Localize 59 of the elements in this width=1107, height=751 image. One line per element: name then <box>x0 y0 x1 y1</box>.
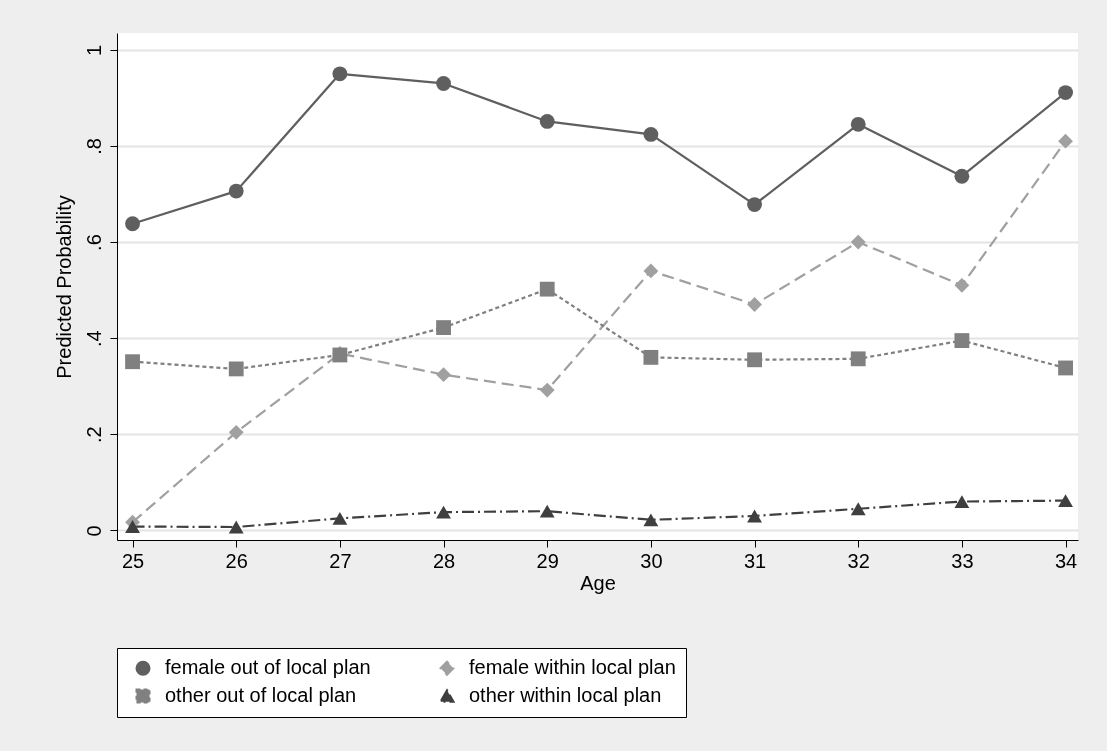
point <box>228 424 244 440</box>
point <box>436 367 451 383</box>
point <box>954 333 970 348</box>
legend-label: female within local plan <box>469 656 676 679</box>
point <box>850 351 866 367</box>
y-tick-label: 0 <box>82 525 105 537</box>
x-tick-label: 32 <box>847 549 870 572</box>
legend-label: other within local plan <box>469 684 662 706</box>
point <box>228 183 244 199</box>
point <box>747 352 762 368</box>
y-tick-label: .4 <box>82 330 105 347</box>
point <box>850 502 866 516</box>
legend-label: female out of local plan <box>165 656 371 679</box>
x-axis-title: Age <box>580 571 616 594</box>
point <box>1058 360 1073 376</box>
point <box>1058 85 1073 100</box>
y-axis-title: Predicted Probability <box>52 195 75 379</box>
point <box>228 361 244 377</box>
point <box>954 495 970 508</box>
point <box>643 127 659 142</box>
point <box>125 520 140 533</box>
point <box>954 168 970 184</box>
point <box>747 297 762 312</box>
y-tick-label: .6 <box>82 234 105 251</box>
point <box>539 114 555 129</box>
point <box>436 505 451 519</box>
point <box>747 197 762 212</box>
point <box>850 234 866 250</box>
y-tick-label: 1 <box>82 44 105 56</box>
x-tick-label: 31 <box>743 549 767 572</box>
point <box>332 511 348 525</box>
point <box>539 504 555 518</box>
x-tick-label: 34 <box>1054 549 1078 572</box>
point <box>539 281 555 297</box>
x-tick-label: 30 <box>640 549 663 572</box>
point <box>228 520 244 534</box>
point <box>125 354 140 370</box>
x-tick-label: 29 <box>536 549 559 572</box>
point <box>850 116 866 132</box>
point <box>539 382 555 398</box>
point <box>1058 133 1073 149</box>
x-tick-label: 27 <box>329 549 352 572</box>
point <box>643 263 659 279</box>
y-tick-label: .2 <box>82 426 105 444</box>
point <box>125 216 140 232</box>
y-tick-label: .8 <box>82 138 105 155</box>
x-tick-label: 28 <box>432 549 456 572</box>
point <box>643 349 659 365</box>
point <box>1058 494 1073 508</box>
x-tick-label: 26 <box>225 549 248 572</box>
point <box>332 66 348 82</box>
point <box>954 277 970 293</box>
x-tick-label: 33 <box>951 549 974 572</box>
point <box>436 76 451 91</box>
legend-label: other out of local plan <box>165 684 357 706</box>
x-tick-label: 25 <box>121 549 145 572</box>
point <box>643 513 659 527</box>
point <box>436 320 451 335</box>
point <box>747 509 762 523</box>
